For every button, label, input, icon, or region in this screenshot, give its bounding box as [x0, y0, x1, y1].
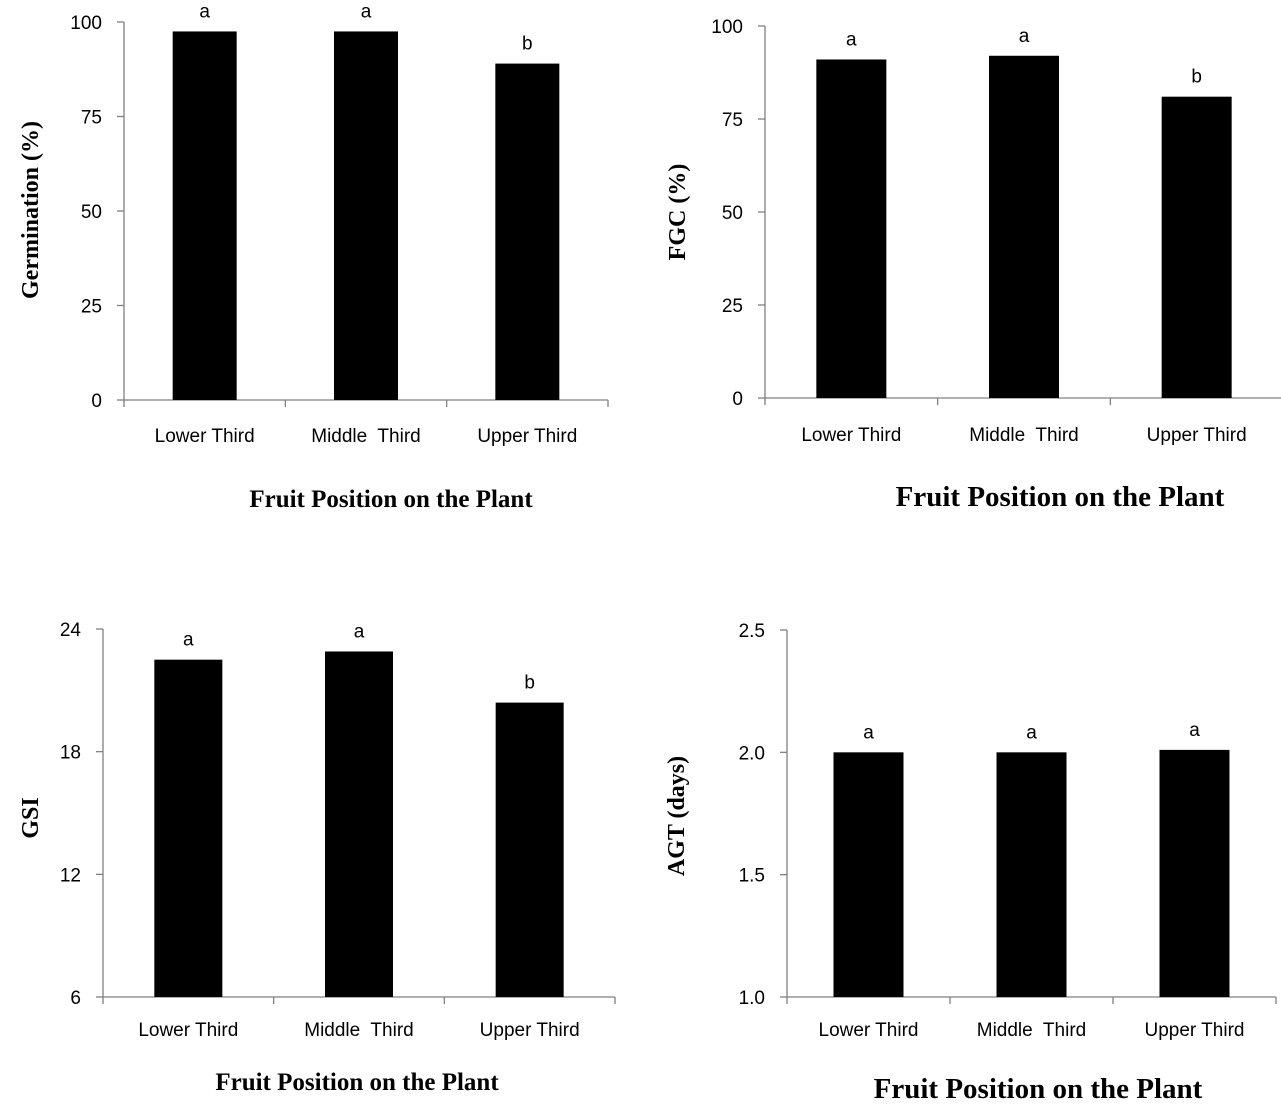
y-tick-label: 6 [70, 988, 81, 1009]
bar [325, 651, 393, 997]
y-tick-label: 0 [732, 389, 743, 410]
significance-letter: a [1026, 722, 1037, 743]
significance-letter: a [183, 630, 194, 651]
significance-letter: b [1191, 67, 1202, 88]
x-tick-label: Lower Third [801, 425, 901, 446]
y-tick-label: 75 [722, 110, 743, 131]
bar [996, 752, 1067, 997]
y-tick-label: 50 [722, 203, 743, 224]
y-tick-label: 2.0 [739, 743, 765, 764]
y-tick-label: 12 [60, 865, 81, 886]
x-tick-label: Middle Third [977, 1020, 1086, 1041]
bars [816, 55, 1232, 399]
x-axis [786, 996, 1277, 1004]
y-tick-label: 100 [70, 13, 102, 34]
x-axis-title: Fruit Position on the Plant [874, 1073, 1203, 1105]
bar [833, 752, 904, 997]
y-tick-label: 100 [711, 17, 743, 38]
x-axis-title: Fruit Position on the Plant [896, 481, 1225, 513]
significance-letter: b [522, 34, 533, 55]
significance-letter: a [863, 722, 874, 743]
y-tick-label: 1.5 [739, 866, 765, 887]
y-tick-label: 24 [60, 620, 82, 641]
x-tick-label: Lower Third [138, 1020, 238, 1041]
y-tick-label: 75 [81, 108, 102, 129]
tick-labels-x: Lower Third Middle Third Upper Third [819, 1020, 1245, 1041]
bar [154, 659, 223, 997]
x-tick-label: Lower Third [819, 1020, 919, 1041]
bar [172, 31, 237, 400]
x-tick-label: Middle Third [311, 426, 420, 447]
y-axis [758, 25, 766, 399]
x-tick-label: Upper Third [480, 1020, 580, 1041]
bars [833, 749, 1230, 997]
significance-letter: a [1189, 720, 1200, 741]
x-axis [123, 399, 609, 407]
x-tick-label: Middle Third [969, 425, 1078, 446]
tick-labels-x: Lower Third Middle Third Upper Third [138, 1020, 579, 1041]
significance-letter: b [524, 673, 535, 694]
x-tick-label: Middle Third [304, 1020, 413, 1041]
bars [154, 651, 564, 997]
x-axis [764, 397, 1281, 405]
tick-labels-y: 1.0 1.5 2.0 2.5 [739, 621, 765, 1009]
tick-labels-x: Lower Third Middle Third Upper Third [801, 425, 1246, 446]
significance-letter: a [1019, 26, 1030, 47]
bars [172, 31, 560, 401]
y-axis-title: GSI [18, 797, 44, 838]
y-tick-label: 50 [81, 202, 102, 223]
y-axis-title: AGT (days) [664, 756, 690, 876]
y-tick-label: 18 [60, 743, 81, 764]
bar [816, 59, 887, 398]
bar [495, 702, 564, 997]
bar [334, 31, 398, 400]
tick-labels-y: 0 25 50 75 100 [711, 17, 743, 410]
y-tick-label: 25 [81, 297, 102, 318]
significance-letter: a [361, 1, 372, 22]
chart-fgc: a a b 0 25 50 75 100 Lower Third Middle Third Up… [665, 17, 1281, 513]
significance-letter: a [846, 29, 857, 50]
tick-labels-x: Lower Third Middle Third Upper Third [155, 426, 578, 447]
bar [1159, 749, 1230, 997]
bar [989, 55, 1059, 398]
y-tick-label: 1.0 [739, 988, 765, 1009]
y-axis-title: Germination (%) [18, 121, 44, 299]
x-tick-label: Upper Third [1145, 1020, 1245, 1041]
y-axis-title: FGC (%) [665, 164, 691, 261]
x-tick-label: Lower Third [155, 426, 255, 447]
y-tick-label: 2.5 [739, 621, 765, 642]
bar [495, 63, 560, 401]
tick-labels-y: 0 25 50 75 100 [70, 13, 102, 412]
chart-germination: a a b 0 25 50 75 100 Lower Third Middle Third Up… [18, 1, 609, 513]
x-axis [102, 996, 616, 1004]
y-axis [780, 629, 788, 998]
y-tick-label: 25 [722, 296, 743, 317]
significance-letter: a [354, 621, 365, 642]
significance-letter: a [199, 1, 210, 22]
y-axis [117, 21, 125, 401]
x-axis-title: Fruit Position on the Plant [215, 1069, 499, 1096]
significance-letters: a a b [846, 26, 1202, 88]
y-tick-label: 0 [91, 391, 102, 412]
x-axis-title: Fruit Position on the Plant [249, 486, 533, 513]
x-tick-label: Upper Third [1147, 425, 1247, 446]
chart-gsi: a a b 6 12 18 24 Lower Third Middle Third Upper… [18, 620, 616, 1096]
significance-letters: a a b [199, 1, 532, 54]
y-axis [96, 628, 104, 998]
x-tick-label: Upper Third [477, 426, 577, 447]
bar [1161, 96, 1232, 399]
significance-letters: a a b [183, 621, 535, 693]
chart-agt: a a a 1.0 1.5 2.0 2.5 Lower Third Middle Third… [664, 621, 1277, 1105]
tick-labels-y: 6 12 18 24 [60, 620, 82, 1009]
